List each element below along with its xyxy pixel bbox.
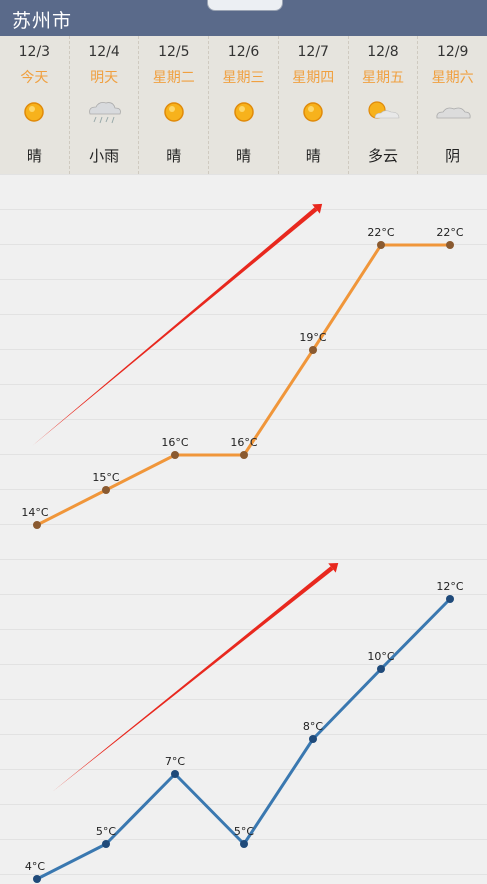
low-temp-point	[377, 665, 385, 673]
forecast-day[interactable]: 12/5 星期二晴	[139, 36, 210, 174]
pull-down-handle[interactable]	[207, 0, 283, 11]
forecast-condition: 多云	[367, 147, 398, 165]
forecast-weekday: 星期四	[292, 70, 335, 86]
sun-icon	[139, 98, 208, 126]
sun-icon	[279, 98, 348, 126]
forecast-weekday: 明天	[90, 70, 119, 86]
low-temp-label: 12°C	[436, 580, 463, 593]
forecast-condition: 阴	[445, 147, 461, 165]
forecast-day[interactable]: 12/3 今天晴	[0, 36, 70, 174]
forecast-weekday: 星期二	[152, 70, 195, 86]
forecast-day[interactable]: 12/8 星期五多云	[349, 36, 419, 174]
high-temp-label: 19°C	[299, 331, 326, 344]
cloud-icon	[418, 98, 487, 126]
forecast-condition: 晴	[26, 147, 42, 165]
high-temp-label: 14°C	[21, 506, 48, 519]
low-temp-label: 10°C	[367, 650, 394, 663]
sun-icon	[209, 98, 278, 126]
trend-arrow-low-head	[328, 563, 339, 573]
rain-cloud-icon	[70, 98, 139, 126]
high-temp-point	[102, 486, 110, 494]
high-temp-label: 22°C	[436, 226, 463, 239]
forecast-day[interactable]: 12/6 星期三晴	[209, 36, 279, 174]
forecast-day[interactable]: 12/9 星期六阴	[418, 36, 487, 174]
forecast-date: 12/8	[367, 44, 399, 60]
forecast-condition: 晴	[305, 147, 321, 165]
forecast-weekday: 星期六	[431, 70, 474, 86]
trend-arrow-high-head	[312, 203, 323, 214]
forecast-condition: 小雨	[89, 147, 120, 165]
forecast-weekday: 星期五	[361, 70, 404, 86]
forecast-condition: 晴	[236, 147, 252, 165]
forecast-day[interactable]: 12/7 星期四晴	[279, 36, 349, 174]
high-temp-point	[33, 521, 41, 529]
forecast-date: 12/9	[436, 44, 469, 60]
high-temp-label: 16°C	[161, 436, 188, 449]
trend-arrow-low	[52, 566, 334, 792]
high-temp-label: 22°C	[367, 226, 394, 239]
low-temp-point	[102, 840, 110, 848]
forecast-weekday: 今天	[20, 70, 49, 86]
high-temp-point	[240, 451, 248, 459]
forecast-condition: 晴	[166, 147, 182, 165]
low-temp-point	[240, 840, 248, 848]
high-temp-point	[171, 451, 179, 459]
forecast-date: 12/6	[227, 44, 260, 60]
trend-arrow-high	[32, 207, 318, 446]
low-temp-point	[171, 770, 179, 778]
high-temp-point	[446, 241, 454, 249]
high-temp-label: 16°C	[230, 436, 257, 449]
partly-cloudy-icon	[349, 98, 418, 126]
low-temp-label: 5°C	[234, 825, 254, 838]
low-temp-label: 4°C	[25, 860, 45, 873]
low-temp-label: 8°C	[303, 720, 323, 733]
forecast-strip: 12/3 今天晴 12/4 明天 小雨 12/5 星期二晴 12/6 星期三晴 12/7 星期四晴 1…	[0, 36, 487, 174]
low-temp-label: 5°C	[96, 825, 116, 838]
high-temp-point	[309, 346, 317, 354]
sun-icon	[0, 98, 69, 126]
title-bar: 苏州市	[0, 0, 487, 36]
low-temp-label: 7°C	[165, 755, 185, 768]
low-temp-point	[446, 595, 454, 603]
forecast-day[interactable]: 12/4 明天小雨	[70, 36, 140, 174]
forecast-date: 12/7	[297, 44, 329, 60]
forecast-date: 12/3	[18, 44, 51, 60]
forecast-weekday: 星期三	[222, 70, 265, 86]
high-temp-point	[377, 241, 385, 249]
forecast-date: 12/4	[88, 44, 120, 60]
low-temp-point	[309, 735, 317, 743]
city-name[interactable]: 苏州市	[12, 10, 73, 32]
forecast-date: 12/5	[158, 44, 190, 60]
high-temp-label: 15°C	[92, 471, 119, 484]
low-temp-point	[33, 875, 41, 883]
